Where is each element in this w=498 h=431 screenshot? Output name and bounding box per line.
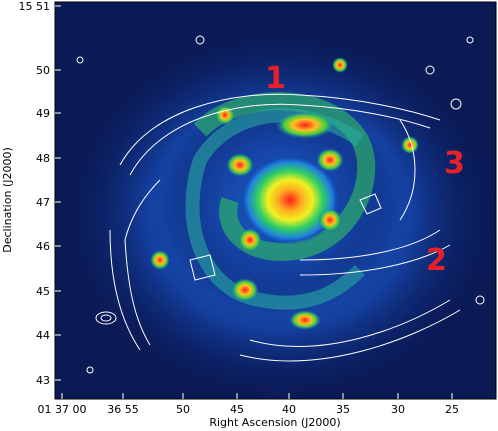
y-tick-label: 45 <box>36 285 50 298</box>
x-tick-label: 45 <box>230 403 244 416</box>
y-tick-label: 43 <box>36 374 50 387</box>
x-tick-label: 01 37 00 <box>38 403 87 416</box>
annotation: 2 <box>426 243 447 278</box>
x-tick-label: 50 <box>176 403 190 416</box>
y-tick-label: 50 <box>36 64 50 77</box>
x-tick-label: 30 <box>391 403 405 416</box>
x-tick-label: 35 <box>336 403 350 416</box>
plot-frame <box>54 1 497 400</box>
y-tick-label: 48 <box>36 152 50 165</box>
y-tick-label: 47 <box>36 196 50 209</box>
x-tick-label: 36 55 <box>107 403 139 416</box>
contours <box>76 35 485 374</box>
annotation: 1 <box>265 61 286 96</box>
y-tick-label: 46 <box>36 240 50 253</box>
y-axis-label: Declination (J2000) <box>1 147 14 253</box>
x-tick-label: 25 <box>445 403 459 416</box>
annotation: 3 <box>444 146 465 181</box>
axes: 01 37 00 36 55 50 45 40 35 30 25 15 51 50 49 48 47 46… <box>19 0 460 416</box>
x-tick-label: 40 <box>282 403 296 416</box>
y-tick-label: 49 <box>36 107 50 120</box>
sky-image <box>55 2 496 399</box>
x-axis-label: Right Ascension (J2000) <box>209 416 340 429</box>
y-tick-label: 44 <box>36 329 50 342</box>
y-tick-label: 15 51 <box>19 0 51 13</box>
